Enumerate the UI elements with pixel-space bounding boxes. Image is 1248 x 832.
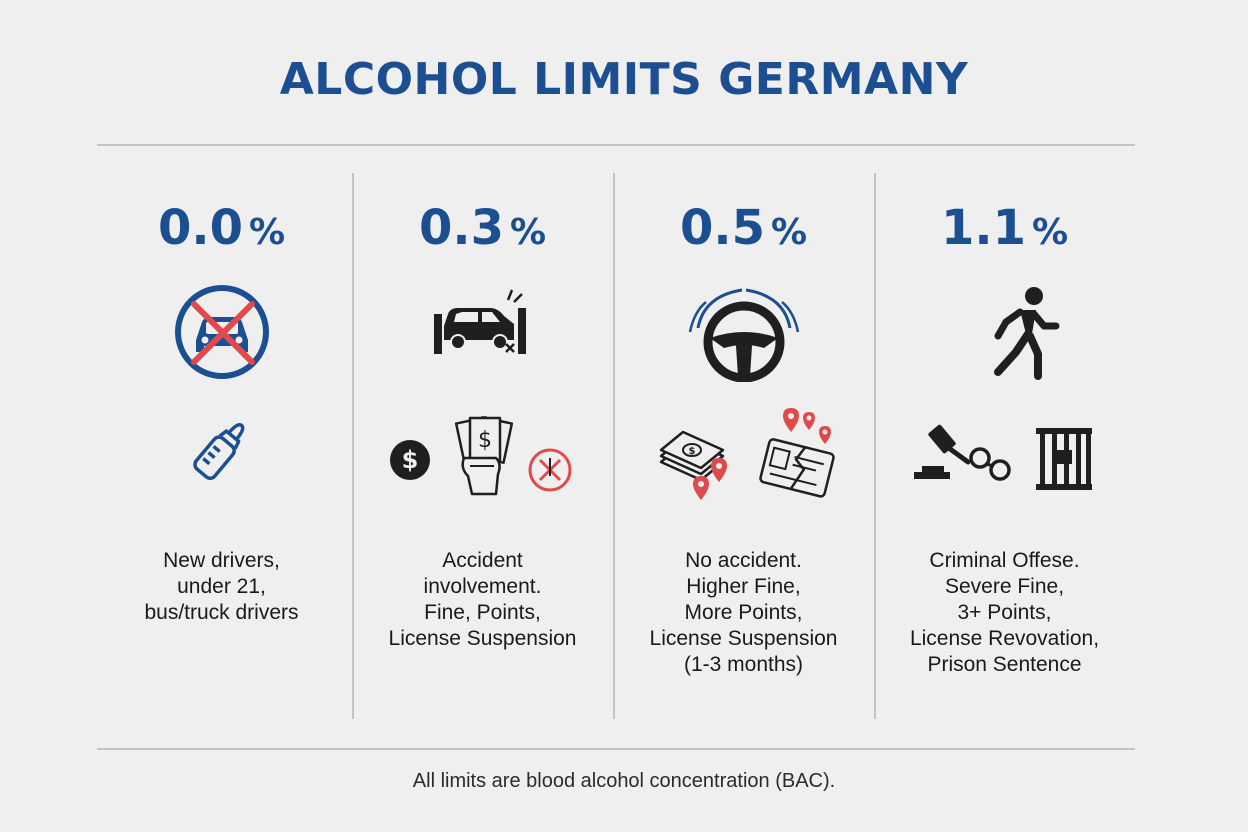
column-divider [352, 173, 354, 719]
description-line: Higher Fine, [686, 575, 801, 598]
running-person-icon [972, 282, 1062, 382]
no-car-icon [172, 282, 272, 382]
broken-license-icon [753, 404, 843, 504]
limit-value: 0.0% [91, 198, 352, 263]
limit-description: Criminal Offese. Severe Fine, 3+ Points,… [874, 548, 1135, 678]
description-line: (1-3 months) [683, 653, 804, 676]
svg-text:$: $ [478, 428, 492, 453]
limit-number: 0.0 [157, 200, 243, 256]
limit-column-0-5: 0.5% [613, 190, 874, 710]
location-pin-icon [691, 454, 731, 502]
gavel-icon [910, 424, 974, 484]
icon-row: $ [613, 408, 874, 510]
description-line: Criminal Offese. [929, 549, 1080, 572]
limit-number: 1.1 [940, 200, 1026, 256]
limit-value: 1.1% [874, 198, 1135, 263]
icon-row: $ $ [352, 410, 613, 510]
description-line: More Points, [684, 601, 803, 624]
limit-number: 0.3 [418, 200, 504, 256]
description-line: Severe Fine, [944, 575, 1065, 598]
steering-wheel-icon [684, 282, 804, 382]
top-divider [97, 144, 1135, 146]
limit-description: No accident. Higher Fine, More Points, L… [613, 548, 874, 678]
cash-in-hand-icon: $ [450, 414, 520, 504]
column-divider [874, 173, 876, 719]
description-line: No accident. [685, 549, 802, 572]
description-line: 3+ Points, [957, 601, 1052, 624]
page-title: ALCOHOL LIMITS GERMANY [279, 54, 969, 105]
description-line: License Suspension [649, 627, 838, 650]
car-crash-icon [428, 282, 538, 362]
money-stack-icon: $ [657, 426, 727, 486]
limit-unit: % [509, 212, 547, 253]
svg-text:$: $ [689, 446, 696, 457]
column-divider [613, 173, 615, 719]
handcuffs-icon [966, 444, 1016, 484]
description-line: bus/truck drivers [144, 601, 299, 624]
prison-bars-icon [1032, 426, 1096, 492]
description-line: Fine, Points, [424, 601, 541, 624]
limit-number: 0.5 [679, 200, 765, 256]
limit-unit: % [770, 212, 808, 253]
limit-value: 0.5% [613, 198, 874, 263]
limit-unit: % [1031, 212, 1069, 253]
prohibited-icon [526, 446, 574, 494]
description-line: License Revovation, [909, 627, 1100, 650]
dollar-coin-icon: $ [388, 438, 432, 482]
description-line: involvement. [423, 575, 542, 598]
limit-column-1-1: 1.1% [874, 190, 1135, 710]
icon-row [874, 410, 1135, 510]
description-line: New drivers, [163, 549, 280, 572]
footnote: All limits are blood alcohol concentrati… [412, 770, 836, 792]
limit-value: 0.3% [352, 198, 613, 263]
baby-bottle-icon [181, 410, 261, 490]
limit-description: New drivers, under 21, bus/truck drivers [91, 548, 352, 626]
description-line: License Suspension [388, 627, 577, 650]
description-line: under 21, [177, 575, 266, 598]
icon-row [91, 410, 352, 510]
limit-column-0-0: 0.0% [91, 190, 352, 710]
bottom-divider [97, 748, 1135, 750]
limit-unit: % [248, 212, 286, 253]
limit-description: Accident involvement. Fine, Points, Lice… [352, 548, 613, 652]
description-line: Prison Sentence [927, 653, 1082, 676]
limit-column-0-3: 0.3% $ [352, 190, 613, 710]
svg-text:$: $ [402, 446, 419, 474]
description-line: Accident [442, 549, 523, 572]
